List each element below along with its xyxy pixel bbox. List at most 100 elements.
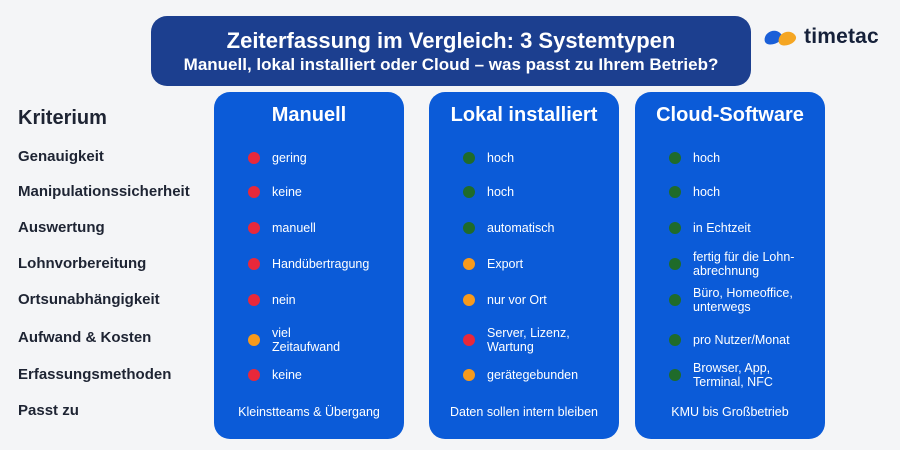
fit-text: Kleinstteams & Übergang bbox=[238, 405, 380, 419]
criterion-label: Manipulationssicherheit bbox=[18, 183, 190, 200]
rating-text-line: Export bbox=[487, 257, 524, 271]
status-dot-red-icon bbox=[248, 294, 260, 306]
status-dot-green-icon bbox=[669, 152, 681, 164]
rating-text-line: keine bbox=[272, 185, 302, 199]
criterion-label: Aufwand & Kosten bbox=[18, 329, 152, 346]
criterion-label: Erfassungsmethoden bbox=[18, 366, 172, 383]
status-dot-red-icon bbox=[248, 369, 260, 381]
criterion-label: Lohnvorbereitung bbox=[18, 255, 147, 272]
rating-text-line: hoch bbox=[693, 151, 721, 165]
rating-text: viel Zeitaufwand bbox=[272, 326, 340, 354]
status-dot-red-icon bbox=[248, 258, 260, 270]
status-dot-red-icon bbox=[463, 334, 475, 346]
rating-cell: Handübertragung bbox=[248, 257, 369, 271]
column-manuell: Manuell gering keine manuell Handübertragung… bbox=[214, 92, 404, 439]
rating-text-line: manuell bbox=[272, 221, 316, 235]
rating-text-line: Server, Lizenz, bbox=[487, 326, 570, 340]
rating-text-line: pro Nutzer/Monat bbox=[693, 333, 790, 347]
rating-cell: Browser, App, Terminal, NFC bbox=[669, 361, 773, 389]
rating-text: Browser, App, Terminal, NFC bbox=[693, 361, 773, 389]
rating-cell: pro Nutzer/Monat bbox=[669, 333, 790, 347]
status-dot-red-icon bbox=[248, 222, 260, 234]
status-dot-orange-icon bbox=[463, 369, 475, 381]
rating-text: Handübertragung bbox=[272, 257, 369, 271]
status-dot-red-icon bbox=[248, 152, 260, 164]
status-dot-green-icon bbox=[463, 222, 475, 234]
title-banner: Zeiterfassung im Vergleich: 3 Systemtype… bbox=[151, 16, 751, 86]
status-dot-green-icon bbox=[669, 334, 681, 346]
page-title: Zeiterfassung im Vergleich: 3 Systemtype… bbox=[226, 28, 676, 53]
rating-cell: gerätegebunden bbox=[463, 368, 578, 382]
rating-text: hoch bbox=[487, 151, 514, 165]
status-dot-orange-icon bbox=[463, 258, 475, 270]
status-dot-red-icon bbox=[248, 186, 260, 198]
rating-text-line: Büro, Homeoffice, bbox=[693, 286, 793, 300]
rating-text-line: in Echtzeit bbox=[693, 221, 751, 235]
criterion-label: Ortsunabhängigkeit bbox=[18, 291, 160, 308]
status-dot-orange-icon bbox=[248, 334, 260, 346]
criterion-label: Genauigkeit bbox=[18, 148, 104, 165]
rating-text: hoch bbox=[693, 185, 720, 199]
status-dot-green-icon bbox=[669, 258, 681, 270]
rating-cell: fertig für die Lohn-abrechnung bbox=[669, 250, 794, 278]
column-cloud-software: Cloud-Software hoch hoch in Echtzeit fertig … bbox=[635, 92, 825, 439]
rating-text: keine bbox=[272, 185, 302, 199]
rating-cell: Büro, Homeoffice, unterwegs bbox=[669, 286, 793, 314]
rating-text: manuell bbox=[272, 221, 316, 235]
column-title: Lokal installiert bbox=[450, 104, 598, 126]
logo-mark-icon bbox=[762, 27, 798, 48]
status-dot-orange-icon bbox=[463, 294, 475, 306]
rating-text: nein bbox=[272, 293, 296, 307]
rating-cell: manuell bbox=[248, 221, 316, 235]
rating-text-line: Zeitaufwand bbox=[272, 340, 341, 354]
rating-text-line: Wartung bbox=[487, 340, 534, 354]
column-lokal-installiert: Lokal installiert hoch hoch automatisch Expo… bbox=[429, 92, 619, 439]
rating-cell: Server, Lizenz, Wartung bbox=[463, 326, 570, 354]
rating-text: in Echtzeit bbox=[693, 221, 751, 235]
logo-text: timetac bbox=[804, 25, 879, 48]
criterion-label: Auswertung bbox=[18, 219, 105, 236]
criterion-label: Passt zu bbox=[18, 402, 79, 419]
rating-text: gerätegebunden bbox=[487, 368, 578, 382]
rating-text-line: Browser, App, bbox=[693, 361, 771, 375]
rating-text: pro Nutzer/Monat bbox=[693, 333, 790, 347]
rating-text-line: gerätegebunden bbox=[487, 368, 579, 382]
rating-text-line: abrechnung bbox=[693, 264, 760, 278]
rating-text-line: nein bbox=[272, 293, 296, 307]
status-dot-green-icon bbox=[669, 294, 681, 306]
rating-cell: gering bbox=[248, 151, 307, 165]
column-title: Cloud-Software bbox=[656, 104, 804, 126]
rating-text-line: viel bbox=[272, 326, 291, 340]
status-dot-green-icon bbox=[669, 369, 681, 381]
rating-text-line: hoch bbox=[487, 151, 515, 165]
rating-cell: automatisch bbox=[463, 221, 554, 235]
rating-text: fertig für die Lohn-abrechnung bbox=[693, 250, 794, 278]
rating-text-line: hoch bbox=[487, 185, 515, 199]
rating-cell: keine bbox=[248, 368, 302, 382]
rating-cell: hoch bbox=[463, 151, 514, 165]
rating-text: Server, Lizenz, Wartung bbox=[487, 326, 570, 354]
status-dot-green-icon bbox=[669, 222, 681, 234]
rating-cell: hoch bbox=[463, 185, 514, 199]
rating-text: keine bbox=[272, 368, 302, 382]
status-dot-green-icon bbox=[463, 152, 475, 164]
rating-text-line: hoch bbox=[693, 185, 721, 199]
rating-text: automatisch bbox=[487, 221, 554, 235]
fit-text: Daten sollen intern bleiben bbox=[449, 405, 599, 419]
rating-text: nur vor Ort bbox=[487, 293, 547, 307]
rating-text: hoch bbox=[693, 151, 720, 165]
rating-cell: Export bbox=[463, 257, 523, 271]
rating-cell: hoch bbox=[669, 151, 720, 165]
rating-text-line: nur vor Ort bbox=[487, 293, 547, 307]
column-title: Manuell bbox=[271, 104, 347, 126]
rating-text-line: fertig für die Lohn- bbox=[693, 250, 795, 264]
timetac-logo: timetac bbox=[762, 24, 879, 50]
criteria-heading: Kriterium bbox=[18, 107, 107, 129]
rating-text: hoch bbox=[487, 185, 514, 199]
rating-cell: nur vor Ort bbox=[463, 293, 547, 307]
status-dot-green-icon bbox=[463, 186, 475, 198]
status-dot-green-icon bbox=[669, 186, 681, 198]
page-subtitle: Manuell, lokal installiert oder Cloud – … bbox=[183, 55, 719, 74]
rating-text-line: Terminal, NFC bbox=[693, 375, 773, 389]
rating-cell: in Echtzeit bbox=[669, 221, 751, 235]
